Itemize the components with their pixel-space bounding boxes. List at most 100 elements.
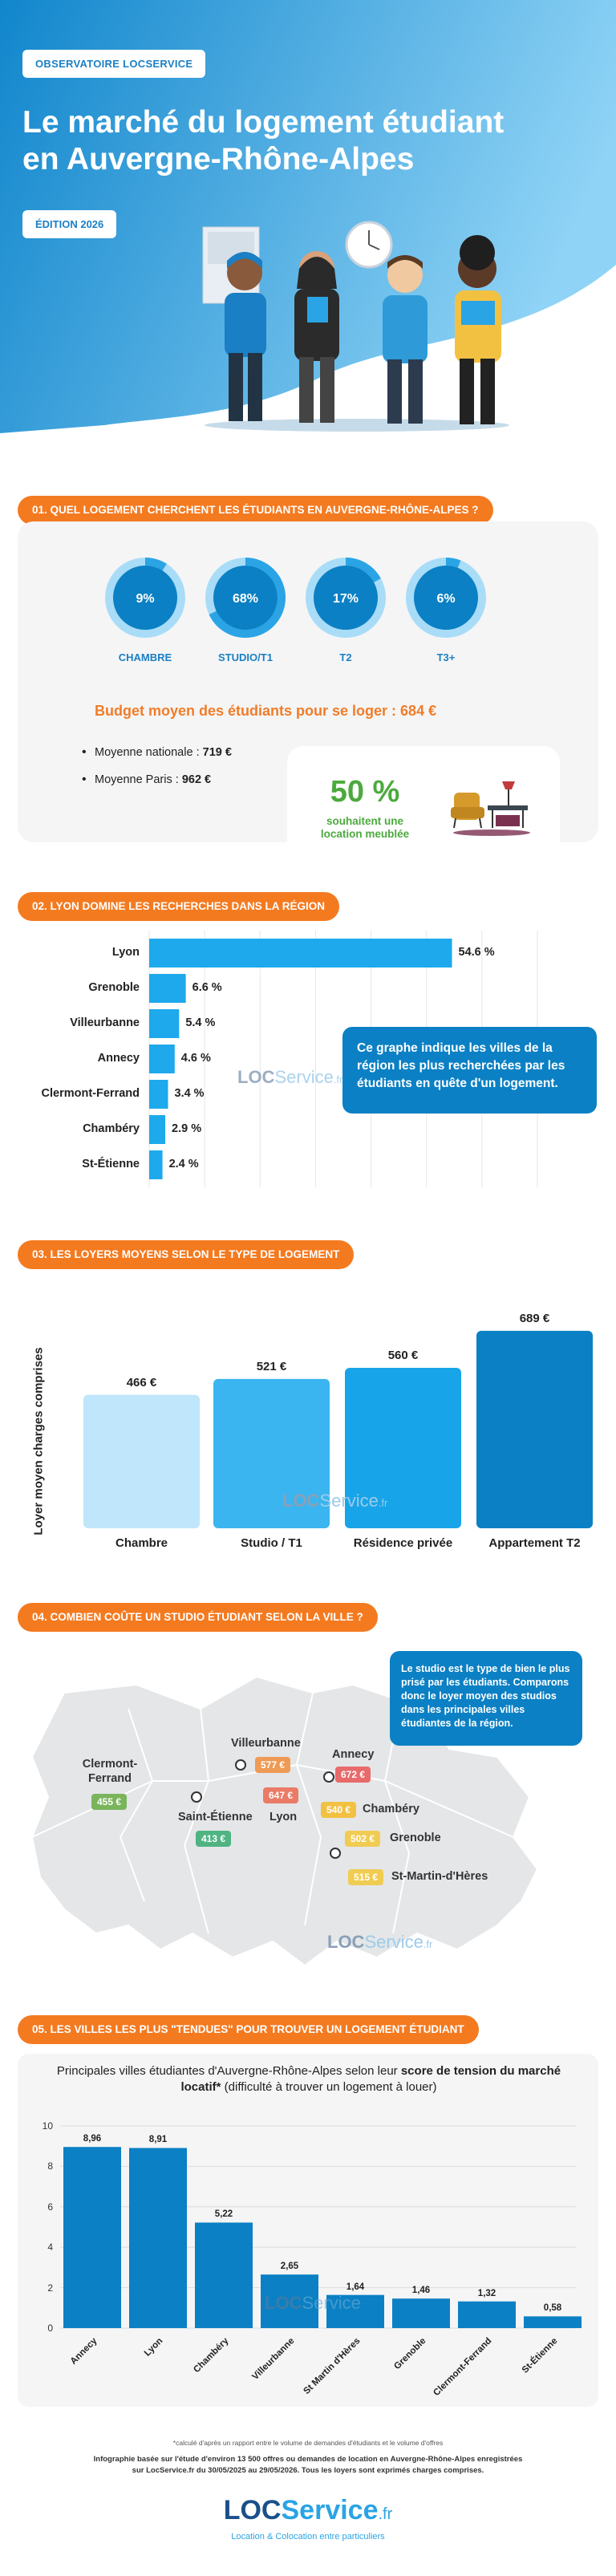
tension-bar (63, 2147, 121, 2328)
section-5-tag: 05. LES VILLES LES PLUS "TENDUES" POUR T… (18, 2015, 479, 2044)
edition-badge: ÉDITION 2026 (22, 210, 117, 238)
y-tick-label: 6 (47, 2201, 53, 2213)
subtitle-part-a: Principales villes étudiantes d'Auvergne… (56, 2064, 401, 2078)
tension-bar (458, 2301, 516, 2328)
y-axis-label: Loyer moyen charges comprises (31, 1347, 46, 1535)
bar-value-label: 2.4 % (168, 1158, 199, 1170)
rent-bar (476, 1330, 593, 1528)
donut-center (113, 566, 177, 630)
watermark-logo-4: LOCService.fr (327, 1932, 432, 1953)
rent-by-type-chart (83, 1330, 593, 1528)
rent-category-label: Chambre (115, 1536, 168, 1550)
price-annecy: 672 € (335, 1767, 371, 1783)
tension-value-label: 8,96 (83, 2134, 102, 2144)
furnished-text-line-2: location meublée (320, 828, 410, 840)
footer-tagline: Location & Colocation entre particuliers (231, 2532, 385, 2542)
hero-banner: OBSERVATOIRE LOCSERVICE Le marché du log… (0, 0, 616, 433)
city-chambery: Chambéry (363, 1803, 419, 1815)
price-grenoble: 502 € (345, 1831, 381, 1847)
logo-fr: .fr (378, 2505, 393, 2523)
price-st-martin: 515 € (348, 1869, 384, 1885)
watermark-fr: .fr (423, 1938, 433, 1950)
watermark-fr: .fr (333, 1073, 343, 1085)
section-4-tag: 04. COMBIEN COÛTE UN STUDIO ÉTUDIANT SEL… (18, 1603, 378, 1632)
bar-category-label: St-Étienne (82, 1158, 140, 1170)
y-tick-label: 10 (42, 2120, 53, 2132)
donut-label-t2: T2 (339, 651, 352, 663)
price-chambery: 540 € (321, 1802, 357, 1818)
rent-bar (345, 1368, 461, 1528)
donut-center (414, 566, 478, 630)
bar-grenoble (149, 974, 186, 1003)
bar-value-label: 3.4 % (174, 1087, 205, 1100)
rent-category-label: Appartement T2 (488, 1536, 581, 1550)
y-tick-label: 2 (47, 2282, 53, 2294)
national-label: Moyenne nationale : (95, 746, 203, 759)
section-3-tag: 03. LES LOYERS MOYENS SELON LE TYPE DE L… (18, 1240, 355, 1269)
watermark-service: Service (274, 1067, 334, 1087)
watermark-logo-5: LOCService (265, 2293, 361, 2314)
rent-category-label: Résidence privée (353, 1536, 453, 1550)
observatory-tag: OBSERVATOIRE LOCSERVICE (22, 50, 206, 78)
section-2-info-box: Ce graphe indique les villes de la régio… (342, 1027, 597, 1114)
national-average: Moyenne nationale : 719 € (82, 745, 232, 760)
city-annecy: Annecy (332, 1748, 375, 1761)
tension-value-label: 5,22 (214, 2209, 233, 2220)
donut-label-chambre: CHAMBRE (118, 651, 172, 663)
source-line-1: Infographie basée sur l'étude d'environ … (93, 2455, 523, 2464)
watermark-logo-2: LOCService.fr (237, 1067, 342, 1088)
logo-service: Service (281, 2495, 379, 2525)
price-lyon: 647 € (263, 1787, 299, 1803)
donut-arc (406, 558, 486, 638)
bar-value-label: 54.6 % (458, 946, 495, 959)
subtitle-part-c: (difficulté à trouver un logement à loue… (221, 2080, 437, 2094)
price-saint-etienne: 413 € (196, 1831, 232, 1847)
rent-bar (83, 1394, 200, 1528)
rent-bar (213, 1378, 330, 1528)
bar-chamb-ry (149, 1115, 166, 1144)
donut-arc (105, 558, 185, 638)
tension-value-label: 1,46 (411, 2286, 431, 2296)
tension-value-label: 8,91 (148, 2135, 168, 2145)
city-name-line-2: Ferrand (88, 1772, 132, 1785)
tension-bar (326, 2294, 384, 2328)
city-grenoble: Grenoble (390, 1832, 441, 1844)
donut-percentage: 9% (136, 592, 154, 606)
furnished-text-line-1: souhaitent une (326, 815, 403, 827)
donut-percentage: 68% (233, 592, 258, 606)
paris-average: Moyenne Paris : 962 € (82, 773, 211, 787)
tension-value-label: 2,65 (280, 2262, 299, 2272)
title-line-2: en Auvergne-Rhône-Alpes (22, 142, 415, 176)
footnote: *calculé d'après un rapport entre le vol… (172, 2439, 444, 2447)
bar-lyon (149, 939, 452, 968)
bar-value-label: 6.6 % (192, 981, 222, 994)
tension-score-chart (60, 2125, 582, 2329)
donut-label-t3: T3+ (436, 651, 456, 663)
rent-value-label: 560 € (387, 1349, 419, 1362)
bar-annecy (149, 1045, 175, 1073)
section-2-tag: 02. LYON DOMINE LES RECHERCHES DANS LA R… (18, 892, 340, 921)
donut-center (213, 566, 278, 630)
donut-percentage: 17% (333, 592, 359, 606)
bar-value-label: 4.6 % (180, 1052, 211, 1065)
y-tick-label: 4 (47, 2241, 53, 2253)
bar-category-label: Lyon (111, 946, 140, 959)
rent-value-label: 521 € (256, 1359, 287, 1373)
watermark-loc: LOC (282, 1491, 320, 1511)
donut-label-studio: STUDIO/T1 (218, 651, 273, 663)
watermark-service: Service (319, 1491, 379, 1511)
furnished-percentage: 50 % (330, 775, 400, 809)
bar-category-label: Grenoble (88, 981, 140, 994)
national-value: 719 € (202, 746, 232, 759)
bar-category-label: Chambéry (83, 1122, 140, 1135)
rent-category-label: Studio / T1 (241, 1536, 302, 1550)
logo-loc: LOC (223, 2495, 282, 2525)
watermark-service: Service (302, 2293, 361, 2313)
search-share-chart (148, 931, 538, 1187)
watermark-loc: LOC (237, 1067, 275, 1087)
city-villeurbanne: Villeurbanne (231, 1737, 301, 1750)
y-tick-label: 0 (47, 2322, 53, 2334)
city-name-line-1: Clermont- (82, 1758, 138, 1771)
donut-arc (306, 558, 386, 638)
bar-clermont-ferrand (149, 1080, 168, 1109)
